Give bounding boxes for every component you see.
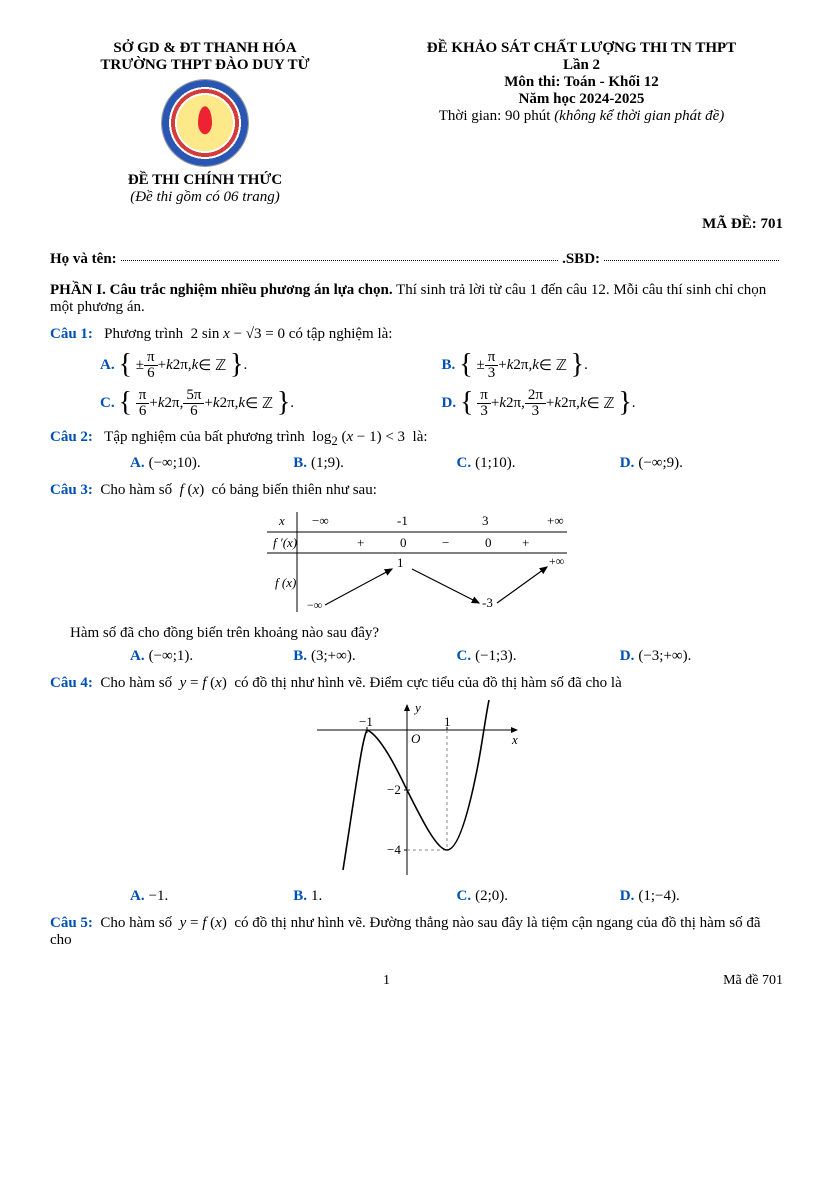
sbd-dots: [604, 260, 779, 261]
q1-label: Câu 1:: [50, 326, 93, 342]
svg-text:x: x: [511, 732, 518, 747]
exam-lan: Lần 2: [380, 57, 783, 74]
q3-c: C.(−1;3).: [457, 648, 620, 665]
exam-year: Năm học 2024-2025: [380, 91, 783, 108]
time-prefix: Thời gian: 90 phút: [439, 108, 554, 124]
q3-b: B.(3;+∞).: [293, 648, 456, 665]
q1-opt-d: D. { π3 + k2π, 2π3 + k2π, k ∈ ℤ }.: [442, 387, 784, 419]
section-1-intro: PHẦN I. Câu trắc nghiệm nhiều phương án …: [50, 282, 783, 316]
q2-b: B.(1;9).: [293, 455, 456, 472]
q1-opt-c: C. { π6 + k2π, 5π6 + k2π, k ∈ ℤ }.: [100, 387, 442, 419]
header: SỞ GD & ĐT THANH HÓA TRƯỜNG THPT ĐÀO DUY…: [50, 40, 783, 206]
pages-note: (Đề thi gồm có 06 trang): [50, 189, 360, 206]
svg-text:−2: −2: [387, 782, 401, 797]
q4-graph: x y O −1 1 −2 −4: [50, 700, 783, 880]
q2-label: Câu 2:: [50, 429, 93, 445]
svg-text:+: +: [357, 535, 364, 550]
svg-text:-1: -1: [397, 513, 408, 528]
opt-label-b: B.: [442, 357, 456, 374]
student-fill-line: Họ và tên: .SBD:: [50, 251, 783, 268]
q5-text: Cho hàm số y = f (x) có đồ thị như hình …: [50, 915, 760, 948]
ma-de-label: MÃ ĐỀ: 701: [50, 216, 783, 233]
q4-label: Câu 4:: [50, 675, 93, 691]
question-3: Câu 3: Cho hàm số f (x) có bảng biến thi…: [50, 482, 783, 665]
q3-options: A.(−∞;1). B.(3;+∞). C.(−1;3). D.(−3;+∞).: [130, 648, 783, 665]
q3-after: Hàm số đã cho đồng biến trên khoảng nào …: [70, 625, 783, 642]
q2-text: Tập nghiệm của bất phương trình log2 (x …: [104, 429, 427, 445]
time-note: (không kể thời gian phát đề): [554, 108, 724, 124]
q3-text: Cho hàm số f (x) có bảng biến thiên như …: [100, 482, 376, 498]
q4-b: B.1.: [293, 888, 456, 905]
svg-text:−: −: [442, 535, 449, 550]
exam-subject: Môn thi: Toán - Khối 12: [380, 74, 783, 91]
svg-text:+∞: +∞: [547, 513, 564, 528]
q3-a: A.(−∞;1).: [130, 648, 293, 665]
svg-text:0: 0: [485, 535, 492, 550]
svg-text:+∞: +∞: [549, 554, 564, 568]
q4-a: A.−1.: [130, 888, 293, 905]
name-label: Họ và tên:: [50, 251, 117, 268]
header-left: SỞ GD & ĐT THANH HÓA TRƯỜNG THPT ĐÀO DUY…: [50, 40, 360, 206]
q5-label: Câu 5:: [50, 915, 93, 931]
svg-text:-3: -3: [482, 595, 493, 610]
question-4: Câu 4: Cho hàm số y = f (x) có đồ thị nh…: [50, 675, 783, 905]
svg-text:3: 3: [482, 513, 489, 528]
q4-d: D.(1;−4).: [620, 888, 783, 905]
phan1-title: PHẦN I. Câu trắc nghiệm nhiều phương án …: [50, 282, 393, 298]
svg-text:O: O: [411, 731, 421, 746]
opt-label-a: A.: [100, 357, 115, 374]
sbd-label: .SBD:: [562, 251, 600, 268]
opt-label-d: D.: [442, 395, 457, 412]
q1-text: Phương trình 2 sin x − √3 = 0 có tập ngh…: [104, 326, 392, 342]
school-logo: [160, 78, 250, 168]
q2-options: A.(−∞;10). B.(1;9). C.(1;10). D.(−∞;9).: [130, 455, 783, 472]
question-1: Câu 1: Phương trình 2 sin x − √3 = 0 có …: [50, 326, 783, 419]
opt-label-c: C.: [100, 395, 115, 412]
footer-code: Mã đề 701: [723, 973, 783, 989]
exam-time: Thời gian: 90 phút (không kể thời gian p…: [380, 108, 783, 125]
svg-text:1: 1: [397, 555, 404, 570]
q4-options: A.−1. B.1. C.(2;0). D.(1;−4).: [130, 888, 783, 905]
q3-d: D.(−3;+∞).: [620, 648, 783, 665]
svg-text:−1: −1: [359, 714, 373, 729]
svg-text:+: +: [522, 535, 529, 550]
svg-text:f (x): f (x): [275, 575, 296, 590]
svg-text:−∞: −∞: [307, 598, 322, 612]
q1-opt-a: A. { ±π6 + k2π, k ∈ ℤ }.: [100, 349, 442, 381]
header-right: ĐỀ KHẢO SÁT CHẤT LƯỢNG THI TN THPT Lần 2…: [380, 40, 783, 206]
svg-text:0: 0: [400, 535, 407, 550]
svg-text:−4: −4: [387, 842, 401, 857]
q2-a: A.(−∞;10).: [130, 455, 293, 472]
exam-title: ĐỀ KHẢO SÁT CHẤT LƯỢNG THI TN THPT: [380, 40, 783, 57]
official-label: ĐỀ THI CHÍNH THỨC: [50, 172, 360, 189]
question-5: Câu 5: Cho hàm số y = f (x) có đồ thị nh…: [50, 915, 783, 949]
question-2: Câu 2: Tập nghiệm của bất phương trình l…: [50, 429, 783, 472]
page-number: 1: [383, 973, 390, 989]
page-footer: 1 Mã đề 701: [50, 973, 783, 989]
school: TRƯỜNG THPT ĐÀO DUY TỪ: [50, 57, 360, 74]
variation-table: x f ′(x) f (x) −∞ -1 3 +∞ + 0 − 0 + −∞ 1…: [50, 507, 783, 617]
q1-opt-b: B. { ±π3 + k2π, k ∈ ℤ }.: [442, 349, 784, 381]
q2-c: C.(1;10).: [457, 455, 620, 472]
q1-row-ab: A. { ±π6 + k2π, k ∈ ℤ }. B. { ±π3 + k2π,…: [100, 349, 783, 381]
q2-d: D.(−∞;9).: [620, 455, 783, 472]
svg-text:f ′(x): f ′(x): [273, 535, 297, 550]
svg-text:1: 1: [444, 714, 451, 729]
svg-text:y: y: [413, 700, 421, 715]
q4-text: Cho hàm số y = f (x) có đồ thị như hình …: [100, 675, 621, 691]
svg-text:x: x: [278, 513, 285, 528]
q3-label: Câu 3:: [50, 482, 93, 498]
dept: SỞ GD & ĐT THANH HÓA: [50, 40, 360, 57]
q4-c: C.(2;0).: [457, 888, 620, 905]
name-dots: [121, 260, 558, 261]
svg-text:−∞: −∞: [312, 513, 329, 528]
q1-row-cd: C. { π6 + k2π, 5π6 + k2π, k ∈ ℤ }. D. { …: [100, 387, 783, 419]
